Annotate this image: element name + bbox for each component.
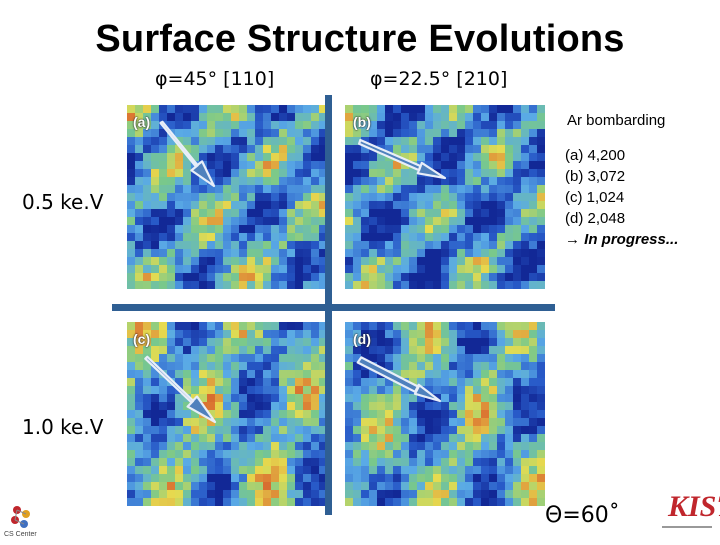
column-label-210: φ=22.5° [210]	[370, 68, 508, 90]
panel-label-b: (b)	[353, 114, 371, 130]
heatmap-image-b	[345, 105, 545, 289]
heatmap-image-a	[127, 105, 327, 289]
right-arrow-icon: →	[565, 231, 585, 248]
progress-text: In progress...	[584, 231, 679, 248]
panel-label-d: (d)	[353, 331, 371, 347]
theta-label: Θ=60˚	[545, 503, 620, 528]
panel-label-c: (c)	[133, 331, 151, 347]
page-title: Surface Structure Evolutions	[95, 18, 625, 60]
arrow-b	[358, 138, 447, 180]
heatmap-panel-d	[345, 322, 545, 506]
row-label-0-5kev: 0.5 ke.V	[22, 190, 104, 214]
heatmap-image-d	[345, 322, 545, 506]
heatmap-panel-c	[127, 322, 327, 506]
cs-center-logo: CS Center	[4, 500, 44, 540]
kist-logo: KIST	[660, 490, 720, 540]
info-progress: → In progress...	[565, 229, 678, 250]
column-label-110: φ=45° [110]	[155, 68, 275, 90]
arrow-c	[144, 355, 217, 424]
info-line-a: (a) 4,200	[565, 147, 626, 164]
row-label-1-0kev: 1.0 ke.V	[22, 415, 104, 439]
cs-center-text: CS Center	[4, 531, 37, 538]
info-line-b: (b) 3,072	[565, 168, 626, 185]
kist-logo-text: KIST	[668, 490, 720, 523]
cs-center-logo-graphic	[11, 506, 30, 528]
heatmap-panel-b	[345, 105, 545, 289]
info-line-c: (c) 1,024	[565, 189, 625, 206]
heatmap-panel-a	[127, 105, 327, 289]
info-list: (a) 4,200 (b) 3,072 (c) 1,024 (d) 2,048 …	[565, 145, 678, 250]
info-line-d: (d) 2,048	[565, 210, 626, 227]
horizontal-divider	[112, 304, 555, 311]
info-heading: Ar bombarding	[567, 112, 666, 129]
heatmap-image-c	[127, 322, 327, 506]
arrow-a	[159, 120, 216, 188]
panel-label-a: (a)	[133, 114, 151, 130]
kist-logo-line	[662, 526, 712, 528]
arrow-d	[356, 356, 442, 403]
